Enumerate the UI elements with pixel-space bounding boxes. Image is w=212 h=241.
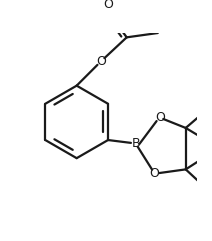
Text: O: O xyxy=(150,167,160,180)
Text: O: O xyxy=(96,55,106,68)
Text: B: B xyxy=(131,137,140,150)
Text: O: O xyxy=(155,111,165,124)
Text: O: O xyxy=(103,0,113,11)
